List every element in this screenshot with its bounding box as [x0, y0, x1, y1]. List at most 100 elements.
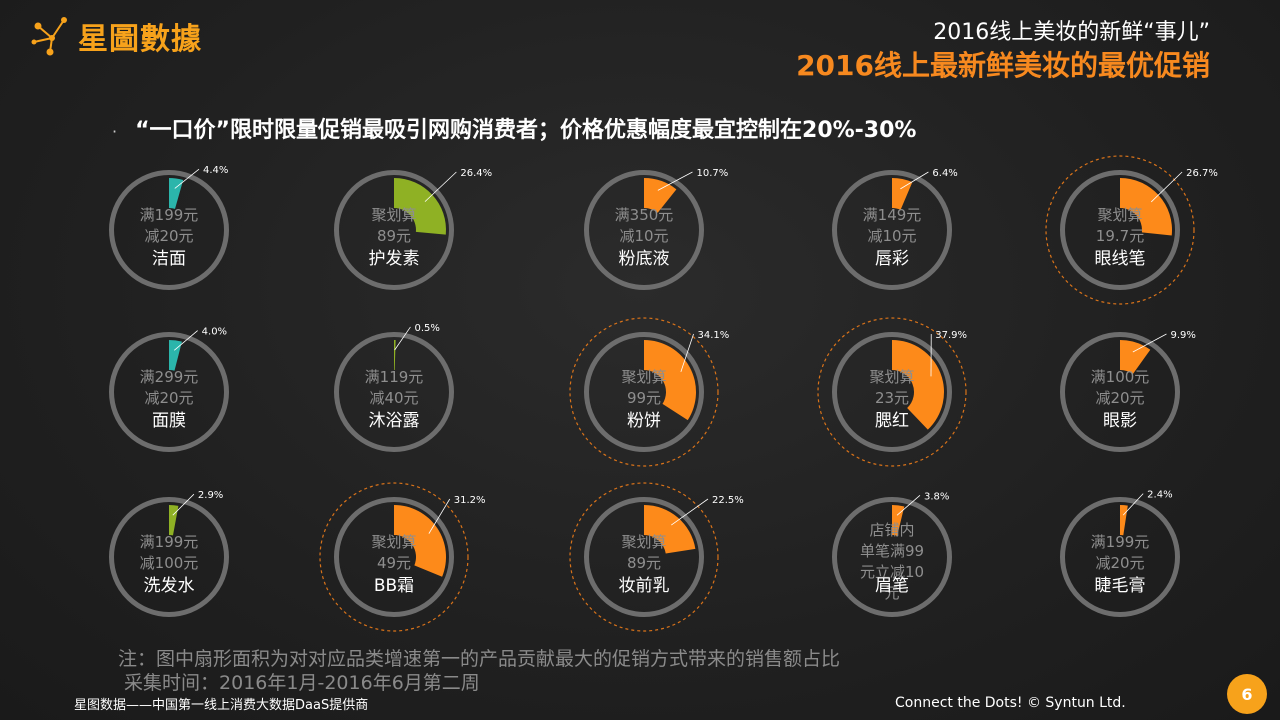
value-label: 2.4%	[1147, 490, 1172, 501]
outer-ring	[1060, 497, 1180, 617]
leader-line	[1132, 333, 1167, 353]
product-label: 洗发水	[144, 576, 195, 596]
value-label: 3.8%	[924, 491, 949, 502]
promo-text: 49元	[377, 554, 411, 572]
footer-tagline: 星图数据——中国第一线上消费大数据DaaS提供商	[74, 698, 369, 713]
product-label: 眼线笔	[1095, 249, 1146, 269]
leader-line	[680, 333, 694, 373]
leader-line	[896, 495, 921, 516]
value-label: 26.4%	[460, 168, 492, 179]
value-label: 37.9%	[935, 330, 967, 341]
product-label: 粉底液	[619, 249, 670, 269]
promo-text: 89元	[627, 554, 661, 572]
promo-text: 99元	[627, 389, 661, 407]
product-label: 沐浴露	[369, 411, 420, 431]
promo-text: 减40元	[369, 389, 418, 407]
outer-ring	[832, 332, 952, 452]
dots-network-icon	[31, 17, 67, 56]
sector	[1120, 340, 1151, 375]
footnote: 注：图中扇形面积为对对应品类增速第一的产品贡献最大的促销方式带来的销售额占比 采…	[118, 647, 840, 695]
value-label: 6.4%	[932, 168, 957, 179]
highlight-ring	[569, 317, 719, 467]
promo-text: 聚划算	[371, 206, 416, 224]
product-label: 洁面	[152, 249, 186, 269]
outer-ring	[832, 497, 952, 617]
leader-line	[174, 330, 198, 351]
promo-text: 聚划算	[621, 368, 666, 386]
outer-ring	[1060, 332, 1180, 452]
leader-line	[671, 498, 709, 526]
sector	[169, 505, 179, 536]
leader-line	[174, 168, 200, 189]
outer-ring	[109, 332, 229, 452]
promo-text: 减100元	[140, 554, 199, 572]
leader-line	[394, 326, 411, 351]
promo-text: 89元	[377, 227, 411, 245]
product-label: 护发素	[369, 249, 420, 269]
sector	[394, 340, 396, 371]
sector	[644, 340, 697, 421]
promo-text: 聚划算	[621, 533, 666, 551]
promo-text: 单笔满99	[860, 542, 924, 560]
highlight-ring	[1045, 155, 1195, 305]
value-label: 34.1%	[698, 330, 730, 341]
promo-text: 满350元	[615, 206, 674, 224]
outer-ring	[109, 170, 229, 290]
value-label: 2.9%	[198, 490, 223, 501]
page-subtitle: 2016线上美妆的新鲜“事儿”	[933, 20, 1210, 45]
promo-text: 满119元	[365, 368, 424, 386]
promo-text: 减20元	[144, 227, 193, 245]
leader-line	[657, 171, 693, 191]
sector	[169, 178, 184, 209]
outer-ring	[334, 170, 454, 290]
brand-name: 星圖數據	[78, 22, 202, 57]
headline: · “一口价”限时限量促销最吸引网购消费者；价格优惠幅度最宜控制在20%-30%	[112, 112, 916, 144]
sector	[892, 505, 905, 536]
promo-text: 满199元	[140, 533, 199, 551]
outer-ring	[1060, 170, 1180, 290]
outer-ring	[109, 497, 229, 617]
page-header: 2016线上美妆的新鲜“事儿” 2016线上最新鲜美妆的最优促销	[796, 18, 1210, 84]
product-label: 眉笔	[875, 576, 909, 596]
promo-text: 店铺内	[869, 521, 914, 539]
leader-line	[424, 171, 457, 202]
promo-text: 聚划算	[869, 368, 914, 386]
sector	[644, 178, 677, 213]
promo-text: 聚划算	[1097, 206, 1142, 224]
promo-text: 满199元	[1091, 533, 1150, 551]
product-label: 睫毛膏	[1095, 575, 1146, 596]
product-label: 粉饼	[627, 411, 661, 431]
product-label: 腮红	[875, 411, 909, 431]
value-label: 4.0%	[202, 327, 227, 338]
promo-text: 减10元	[619, 227, 668, 245]
promo-text: 聚划算	[371, 533, 416, 551]
sector	[892, 178, 913, 210]
product-label: 妆前乳	[619, 576, 670, 596]
donut-BB霜: 31.2% 聚划算 49元 BB霜	[319, 482, 486, 632]
sector	[169, 340, 182, 371]
product-label: 面膜	[152, 411, 186, 431]
product-label: 眼影	[1103, 411, 1137, 431]
promo-text: 满100元	[1091, 368, 1150, 386]
page-title: 2016线上最新鲜美妆的最优促销	[796, 49, 1210, 82]
outer-ring	[584, 332, 704, 452]
leader-line	[900, 171, 929, 190]
bullet: ·	[112, 122, 118, 141]
promo-text: 满149元	[863, 206, 922, 224]
promo-text: 满199元	[140, 206, 199, 224]
outer-ring	[334, 332, 454, 452]
promo-text: 减20元	[1095, 389, 1144, 407]
promo-text: 23元	[875, 389, 909, 407]
footer-copyright: Connect the Dots! © Syntun Ltd.	[895, 695, 1126, 711]
product-label: 唇彩	[875, 249, 909, 269]
